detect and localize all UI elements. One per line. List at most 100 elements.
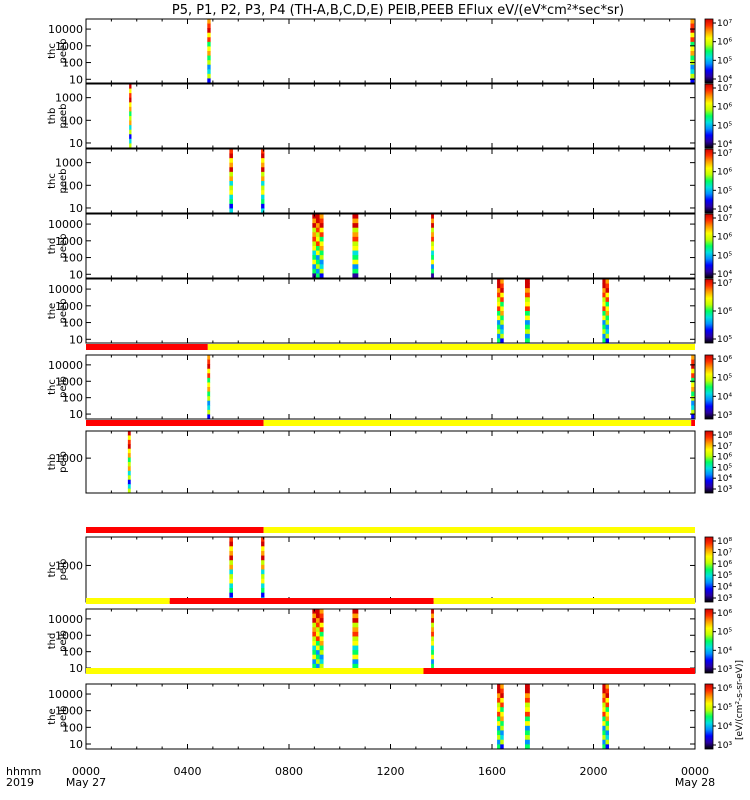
panel-frame xyxy=(85,18,696,84)
spectrogram-cell xyxy=(315,613,320,619)
spectrogram-cell xyxy=(312,218,317,224)
spectrogram-cell xyxy=(500,744,504,750)
spectrogram-cell xyxy=(315,268,320,274)
spectrogram-cell xyxy=(602,711,606,717)
spectrogram-cell xyxy=(602,338,606,344)
panel-frame xyxy=(85,354,696,420)
colorbar-scale xyxy=(704,683,714,750)
colorbar-tick-label: 10⁴ xyxy=(717,205,732,215)
spectrogram-cell xyxy=(315,627,320,633)
spectrogram-cell xyxy=(319,622,324,628)
spectrogram-cell xyxy=(602,702,606,708)
colorbar-1: 10⁴ 10⁵ 10⁶ 10⁷ xyxy=(704,83,732,150)
spectrogram-cell xyxy=(431,223,434,229)
y-tick-label: 100 xyxy=(62,114,83,127)
y-tick-label: 100 xyxy=(62,721,83,734)
spectrogram-cell xyxy=(315,218,320,224)
spectrogram-cell xyxy=(312,259,317,265)
panel-thb-peeb: 10 100 1000 thb peeb xyxy=(47,83,696,150)
spectrogram-cell xyxy=(352,631,359,637)
spectrogram-cell xyxy=(312,246,317,252)
spectrogram-cell xyxy=(207,69,211,75)
spectrogram-cell xyxy=(312,268,317,274)
spectrogram-cell xyxy=(129,120,132,126)
spectrogram-cell xyxy=(352,268,359,274)
spectrogram-cell xyxy=(497,739,501,745)
panel-label: peeb xyxy=(58,169,69,194)
spectrogram-cell xyxy=(602,716,606,722)
spectrogram-cell xyxy=(605,716,610,722)
spectrogram-cell xyxy=(431,268,434,274)
spectrogram-cell xyxy=(261,153,265,159)
spectrogram-cell xyxy=(602,333,606,339)
spectrogram-cell xyxy=(431,613,434,619)
spectrogram-cell xyxy=(605,320,610,326)
spectrogram-cell xyxy=(605,306,610,312)
spectrogram-cell xyxy=(602,292,606,298)
spectrogram-cell xyxy=(207,396,211,402)
spectrogram-cell xyxy=(500,279,504,285)
spectrogram-cell xyxy=(602,311,606,317)
x-tick-date: May 28 xyxy=(675,776,715,789)
spectrogram-cell xyxy=(602,301,606,307)
spectrogram-cell xyxy=(500,283,504,289)
spectrogram-cell xyxy=(431,636,434,642)
spectrogram-cell xyxy=(229,560,233,566)
spectrogram-cell xyxy=(605,707,610,713)
spectrogram-cell xyxy=(207,78,211,84)
spectrogram-cell xyxy=(319,627,324,633)
colorbar-tick-label: 10⁶ xyxy=(717,168,732,178)
spectrogram-cell xyxy=(207,73,211,79)
x-tick-label: 0800 xyxy=(275,765,303,778)
colorbar-scale xyxy=(704,608,714,674)
colorbar-tick-label: 10⁴ xyxy=(717,646,732,656)
colorbar-tick-label: 10³ xyxy=(717,485,732,495)
spectrogram-cell xyxy=(315,232,320,238)
spectrogram-cell xyxy=(127,435,131,441)
spectrogram-cell xyxy=(500,311,504,317)
spectrogram-cell xyxy=(524,688,530,694)
spectrogram-cell xyxy=(312,250,317,256)
spectrogram-cell xyxy=(312,223,317,229)
spectrogram-cell xyxy=(261,574,265,580)
spectrogram-cell xyxy=(352,618,359,624)
x-tick-label: 1200 xyxy=(377,765,405,778)
colorbar-tick-label: 10⁴ xyxy=(717,583,732,593)
spectrogram-cell xyxy=(497,735,501,741)
y-tick-label: 1000 xyxy=(55,157,83,170)
y-tick-label: 10000 xyxy=(48,283,83,296)
y-tick-label: 1000 xyxy=(55,235,83,248)
spectrogram-cell xyxy=(524,697,530,704)
spectrogram-cell xyxy=(129,102,132,108)
colorbar-tick-label: 10⁵ xyxy=(717,571,732,581)
y-tick-label: 10 xyxy=(69,408,83,421)
spectrogram-cell xyxy=(207,414,211,420)
panel-label: peeb xyxy=(58,234,69,259)
spectrogram-cell xyxy=(431,663,434,669)
colorbar-tick-label: 10⁵ xyxy=(717,374,732,384)
spectrogram-cell xyxy=(229,153,233,159)
spectrogram-cell xyxy=(605,721,610,727)
spectrogram-cell xyxy=(207,382,211,388)
spectrogram-cell xyxy=(229,203,233,209)
spectrogram-cell xyxy=(127,448,131,454)
spectrogram-cell xyxy=(497,329,501,335)
spectrogram-cell xyxy=(690,23,695,29)
colorbar-scale xyxy=(704,148,714,214)
spectrogram-cell xyxy=(352,659,359,665)
y-tick-label: 1000 xyxy=(55,375,83,388)
spectrogram-cell xyxy=(497,688,501,694)
y-tick-label: 100 xyxy=(62,392,83,405)
spectrogram-cell xyxy=(207,64,211,70)
y-tick-label: 1000 xyxy=(55,559,83,572)
spectrogram-cell xyxy=(127,457,131,463)
spectrogram-cell xyxy=(691,377,695,383)
spectrogram-cell xyxy=(497,711,501,717)
colorbar-tick-label: 10⁴ xyxy=(717,474,732,484)
y-tick-label: 1000 xyxy=(55,705,83,718)
spectrogram-cell xyxy=(602,707,606,713)
spectrogram-cell xyxy=(312,241,317,247)
spectrogram-cell xyxy=(605,693,610,699)
spectrogram-cell xyxy=(319,663,324,669)
spectrogram-cell xyxy=(261,203,265,209)
